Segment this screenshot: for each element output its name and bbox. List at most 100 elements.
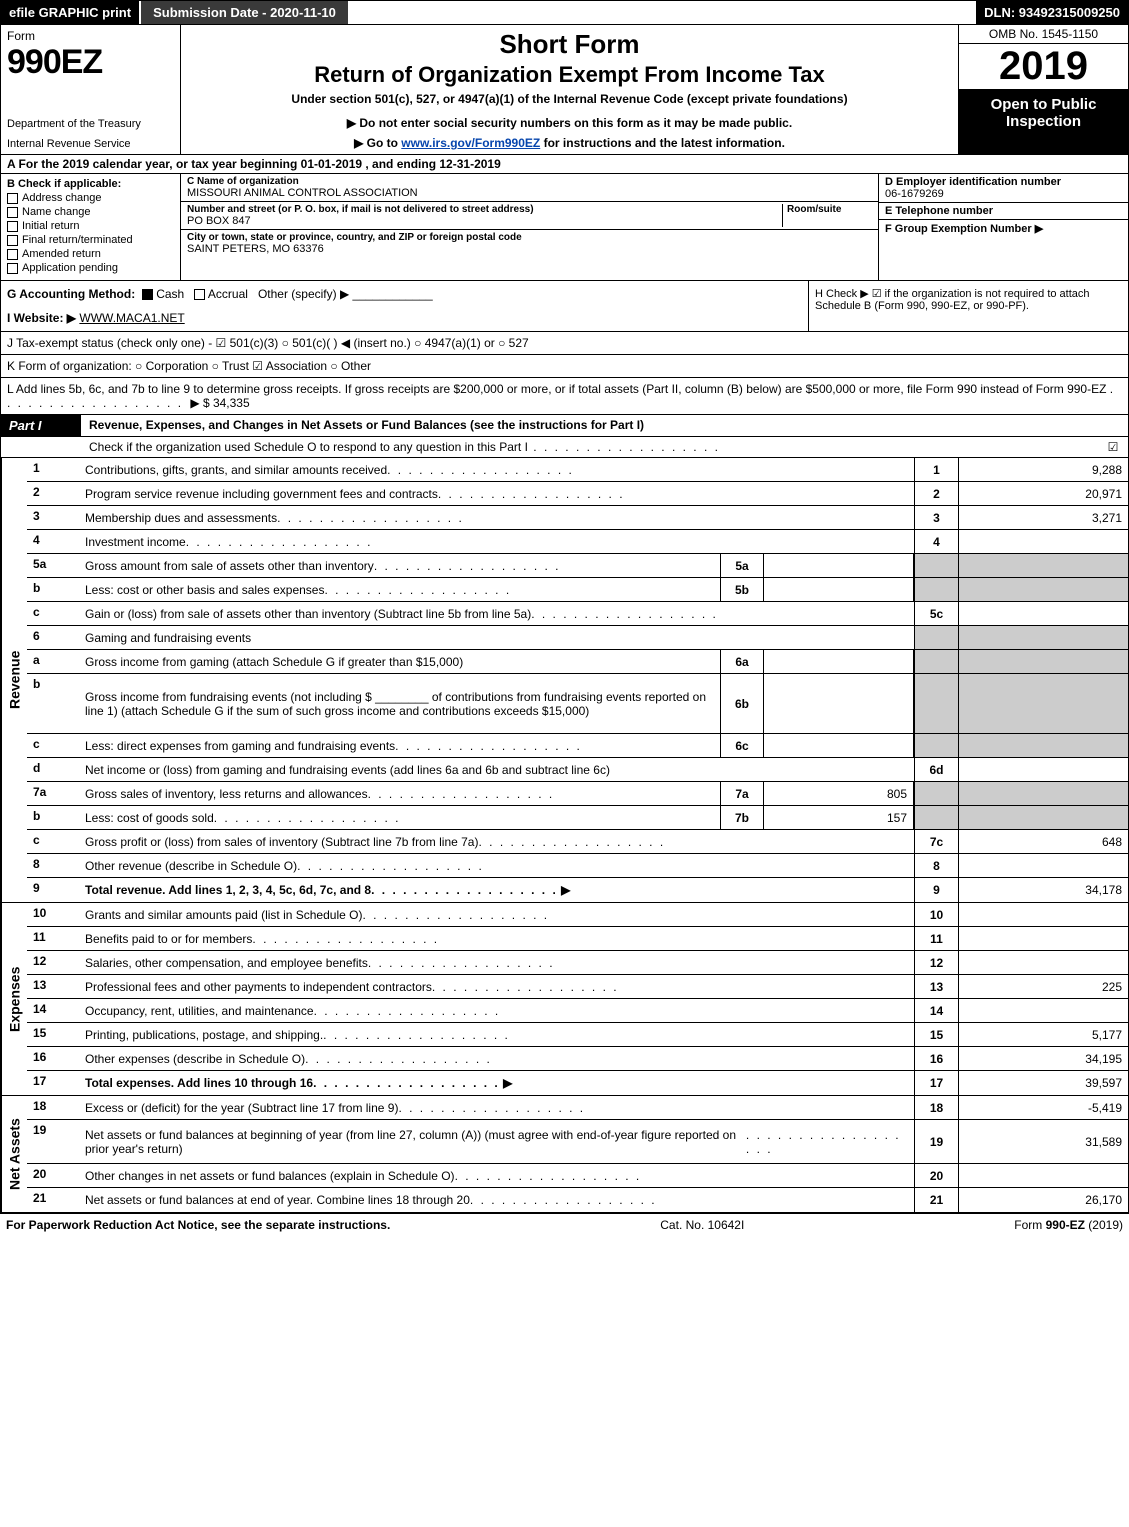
part1-checkbox[interactable]: ☑: [1098, 437, 1128, 457]
row-l-amount: ▶ $ 34,335: [190, 396, 249, 410]
accrual-checkbox[interactable]: [194, 289, 205, 300]
tax-year: 2019: [959, 44, 1128, 90]
col-c: C Name of organization MISSOURI ANIMAL C…: [181, 174, 878, 280]
line-10: 10 Grants and similar amounts paid (list…: [27, 903, 1128, 927]
line-7c: c Gross profit or (loss) from sales of i…: [27, 830, 1128, 854]
part1-check-text: Check if the organization used Schedule …: [81, 437, 1098, 457]
col-d: D Employer identification number 06-1679…: [878, 174, 1128, 280]
line-6c: c Less: direct expenses from gaming and …: [27, 734, 1128, 758]
line-7b: b Less: cost of goods sold 7b 157: [27, 806, 1128, 830]
part1-header-row: Part I Revenue, Expenses, and Changes in…: [0, 415, 1129, 437]
accounting-method: G Accounting Method: Cash Accrual Other …: [1, 281, 808, 331]
line-9: 9 Total revenue. Add lines 1, 2, 3, 4, 5…: [27, 878, 1128, 902]
city-value: SAINT PETERS, MO 63376: [187, 243, 872, 255]
grp-label: F Group Exemption Number ▶: [885, 222, 1122, 235]
netassets-side-label: Net Assets: [1, 1096, 27, 1212]
line-4: 4 Investment income 4: [27, 530, 1128, 554]
submission-date: Submission Date - 2020-11-10: [139, 1, 348, 24]
short-form-title: Short Form: [191, 29, 948, 60]
line-12: 12 Salaries, other compensation, and emp…: [27, 951, 1128, 975]
revenue-side-label: Revenue: [1, 458, 27, 902]
line-5c: c Gain or (loss) from sale of assets oth…: [27, 602, 1128, 626]
opt-initial-return[interactable]: Initial return: [7, 220, 174, 232]
line-6d: d Net income or (loss) from gaming and f…: [27, 758, 1128, 782]
line-13: 13 Professional fees and other payments …: [27, 975, 1128, 999]
line-19: 19 Net assets or fund balances at beginn…: [27, 1120, 1128, 1164]
line-16: 16 Other expenses (describe in Schedule …: [27, 1047, 1128, 1071]
part1-label: Part I: [1, 415, 81, 436]
page-footer: For Paperwork Reduction Act Notice, see …: [0, 1213, 1129, 1236]
row-l-text: L Add lines 5b, 6c, and 7b to line 9 to …: [7, 382, 1106, 396]
paperwork-notice: For Paperwork Reduction Act Notice, see …: [6, 1218, 390, 1232]
line-18: 18 Excess or (deficit) for the year (Sub…: [27, 1096, 1128, 1120]
addr-block: Number and street (or P. O. box, if mail…: [181, 202, 878, 230]
dept-treasury: Department of the Treasury: [7, 118, 174, 130]
goto-post: for instructions and the latest informat…: [540, 136, 785, 150]
form-number: 990EZ: [7, 43, 174, 82]
line-5b: b Less: cost or other basis and sales ex…: [27, 578, 1128, 602]
header-center: Short Form Return of Organization Exempt…: [181, 25, 958, 154]
line-15: 15 Printing, publications, postage, and …: [27, 1023, 1128, 1047]
efile-label[interactable]: efile GRAPHIC print: [1, 1, 139, 24]
g-label: G Accounting Method:: [7, 287, 135, 301]
omb-number: OMB No. 1545-1150: [959, 25, 1128, 44]
opt-application-pending[interactable]: Application pending: [7, 262, 174, 274]
org-name-block: C Name of organization MISSOURI ANIMAL C…: [181, 174, 878, 202]
opt-address-change[interactable]: Address change: [7, 192, 174, 204]
open-public: Open to Public Inspection: [959, 90, 1128, 154]
expenses-side-label: Expenses: [1, 903, 27, 1095]
part1-check-row: Check if the organization used Schedule …: [0, 437, 1129, 458]
addr-label: Number and street (or P. O. box, if mail…: [187, 204, 782, 215]
goto-line: ▶ Go to www.irs.gov/Form990EZ for instru…: [191, 136, 948, 150]
part1-title: Revenue, Expenses, and Changes in Net As…: [81, 415, 1128, 436]
ein-label: D Employer identification number: [885, 176, 1122, 188]
city-block: City or town, state or province, country…: [181, 230, 878, 257]
opt-amended-return[interactable]: Amended return: [7, 248, 174, 260]
city-label: City or town, state or province, country…: [187, 232, 872, 243]
header-left: Form 990EZ Department of the Treasury In…: [1, 25, 181, 154]
opt-name-change[interactable]: Name change: [7, 206, 174, 218]
row-gh: G Accounting Method: Cash Accrual Other …: [0, 281, 1129, 332]
tel-block: E Telephone number: [879, 203, 1128, 220]
goto-link[interactable]: www.irs.gov/Form990EZ: [401, 136, 540, 150]
addr-value: PO BOX 847: [187, 215, 782, 227]
line-14: 14 Occupancy, rent, utilities, and maint…: [27, 999, 1128, 1023]
line-3: 3 Membership dues and assessments 3 3,27…: [27, 506, 1128, 530]
grp-block: F Group Exemption Number ▶: [879, 220, 1128, 280]
line-17: 17 Total expenses. Add lines 10 through …: [27, 1071, 1128, 1095]
revenue-section: Revenue 1 Contributions, gifts, grants, …: [0, 458, 1129, 903]
row-k: K Form of organization: ○ Corporation ○ …: [0, 355, 1129, 378]
cash-checkbox[interactable]: [142, 289, 153, 300]
col-b: B Check if applicable: Address change Na…: [1, 174, 181, 280]
org-name: MISSOURI ANIMAL CONTROL ASSOCIATION: [187, 187, 872, 199]
goto-pre: ▶ Go to: [354, 136, 401, 150]
line-6: 6 Gaming and fundraising events: [27, 626, 1128, 650]
line-21: 21 Net assets or fund balances at end of…: [27, 1188, 1128, 1212]
expenses-section: Expenses 10 Grants and similar amounts p…: [0, 903, 1129, 1096]
line-6b: b Gross income from fundraising events (…: [27, 674, 1128, 734]
ein-value: 06-1679269: [885, 188, 1122, 200]
org-name-label: C Name of organization: [187, 176, 872, 187]
line-2: 2 Program service revenue including gove…: [27, 482, 1128, 506]
topbar-spacer: [348, 1, 976, 24]
line-5a: 5a Gross amount from sale of assets othe…: [27, 554, 1128, 578]
cat-no: Cat. No. 10642I: [660, 1218, 744, 1232]
dept-irs: Internal Revenue Service: [7, 138, 174, 150]
do-not-enter: ▶ Do not enter social security numbers o…: [191, 116, 948, 130]
row-j: J Tax-exempt status (check only one) - ☑…: [0, 332, 1129, 355]
top-bar: efile GRAPHIC print Submission Date - 20…: [0, 0, 1129, 25]
h-check: H Check ▶ ☑ if the organization is not r…: [808, 281, 1128, 331]
section-bcd: B Check if applicable: Address change Na…: [0, 174, 1129, 281]
opt-final-return[interactable]: Final return/terminated: [7, 234, 174, 246]
form-header: Form 990EZ Department of the Treasury In…: [0, 25, 1129, 155]
form-ref: Form 990-EZ (2019): [1014, 1218, 1123, 1232]
line-8: 8 Other revenue (describe in Schedule O)…: [27, 854, 1128, 878]
line-6a: a Gross income from gaming (attach Sched…: [27, 650, 1128, 674]
form-word: Form: [7, 29, 174, 43]
website-value[interactable]: WWW.MACA1.NET: [79, 311, 184, 325]
netassets-section: Net Assets 18 Excess or (deficit) for th…: [0, 1096, 1129, 1213]
row-a-calendar-year: A For the 2019 calendar year, or tax yea…: [0, 155, 1129, 174]
room-label: Room/suite: [787, 204, 872, 215]
ein-block: D Employer identification number 06-1679…: [879, 174, 1128, 203]
row-l: L Add lines 5b, 6c, and 7b to line 9 to …: [0, 378, 1129, 415]
